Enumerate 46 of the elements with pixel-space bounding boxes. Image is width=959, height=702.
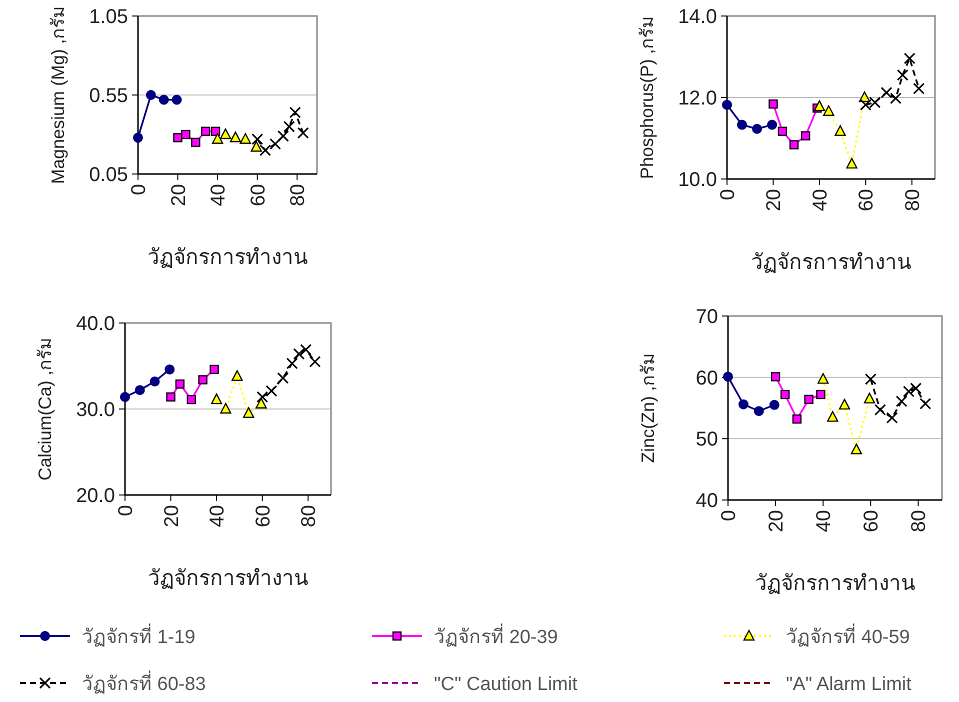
- x-axis-title: วัฏจักรการทำงาน: [148, 246, 308, 269]
- x-axis-title: วัฏจักรการทำงาน: [148, 567, 308, 590]
- y-axis-title: Phosphorus(P) ,กรัม: [637, 16, 657, 180]
- legend-label: "A" Alarm Limit: [786, 674, 912, 695]
- x-tick-label: 40: [809, 189, 832, 212]
- x-axis-title: วัฏจักรการทำงาน: [751, 251, 911, 274]
- legend-label: วัฏจักรที่ 1-19: [82, 623, 196, 648]
- legend-label: วัฏจักรที่ 40-59: [786, 623, 910, 648]
- y-tick-label: 0.05: [89, 164, 128, 186]
- y-tick-label: 70: [696, 306, 718, 328]
- x-tick-label: 20: [160, 505, 183, 528]
- x-tick-label: 60: [252, 505, 274, 528]
- x-tick-label: 40: [206, 505, 229, 528]
- y-axis-title: Zinc(Zn) ,กรัม: [638, 352, 658, 464]
- x-tick-label: 60: [856, 189, 878, 212]
- y-axis-title: Magnesium (Mg) ,กรัม: [48, 6, 68, 184]
- x-tick-label: 20: [766, 510, 788, 532]
- legend-label: วัฏจักรที่ 60-83: [82, 670, 206, 695]
- x-tick-label: 80: [287, 184, 310, 206]
- y-tick-label: 60: [696, 367, 718, 390]
- x-tick-label: 40: [813, 510, 836, 532]
- x-tick-label: 0: [115, 505, 137, 516]
- x-tick-label: 40: [208, 184, 230, 206]
- y-tick-label: 50: [696, 428, 718, 451]
- x-tick-label: 80: [908, 510, 930, 532]
- y-tick-label: 12.0: [678, 88, 717, 110]
- legend-label: "C" Caution Limit: [434, 674, 578, 695]
- x-tick-label: 20: [168, 184, 190, 206]
- y-tick-label: 20.0: [76, 485, 115, 507]
- y-tick-label: 1.05: [89, 6, 128, 28]
- y-tick-label: 14.0: [678, 6, 717, 28]
- y-tick-label: 10.0: [678, 169, 717, 191]
- x-tick-label: 0: [717, 189, 739, 200]
- y-tick-label: 40.0: [76, 313, 115, 335]
- x-tick-label: 20: [763, 189, 786, 212]
- x-tick-label: 80: [902, 189, 924, 212]
- x-tick-label: 60: [860, 510, 883, 532]
- x-tick-label: 0: [128, 184, 150, 196]
- y-tick-label: 0.55: [89, 85, 128, 107]
- x-tick-label: 60: [247, 184, 270, 206]
- x-tick-label: 80: [298, 505, 320, 528]
- y-axis-title: Calcium(Ca) ,กรัม: [35, 337, 55, 481]
- x-axis-title: วัฏจักรการทำงาน: [755, 572, 915, 595]
- y-tick-label: 30.0: [76, 399, 115, 421]
- x-tick-label: 0: [718, 510, 740, 522]
- legend-label: วัฏจักรที่ 20-39: [434, 623, 558, 648]
